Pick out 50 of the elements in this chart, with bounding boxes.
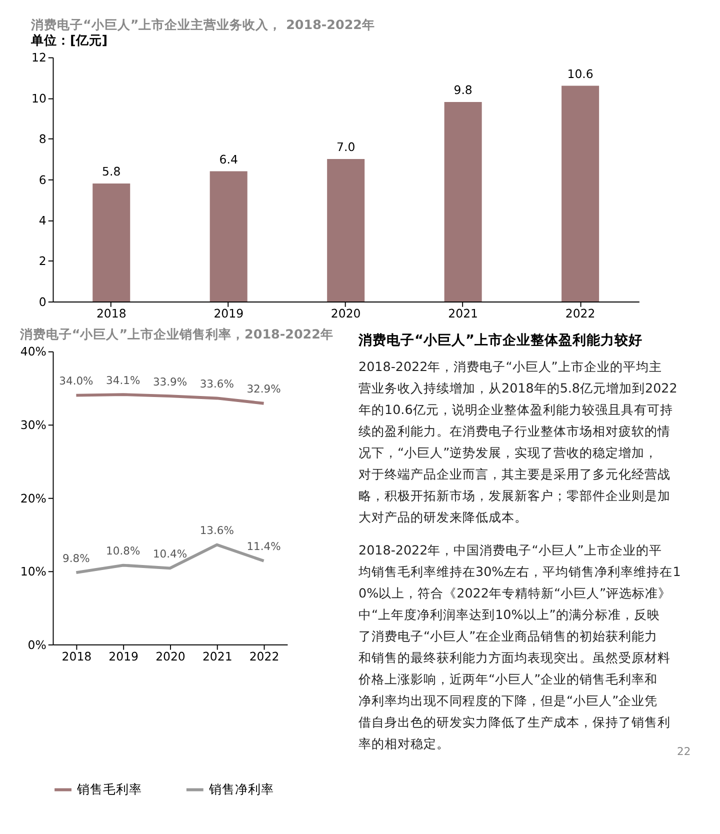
- y-tick-label: 40%: [20, 344, 46, 359]
- y-tick-label: 6: [38, 172, 46, 187]
- text: 2018-2022年，消费电子“小巨人”上市企业的平均主营业务收入持续增加，从2018年的5.8亿元增加到2022年的10.6亿元，说明企业整体盈利能力较强且具有可持续的盈利能力。在消费电子行业整体市场相对疲软的情况下，“小巨人”逆势发展，实现了营收的稳定增加，对于终端产品企业而言，其主要是采用了多元化经营战略，积极开拓新市场，发展新客户；零部件企业则是加大对产品的研发来降低成本。: [358, 358, 678, 524]
- data-label: 33.6%: [200, 377, 234, 390]
- data-label: 33.9%: [152, 375, 188, 388]
- bar: [327, 159, 365, 302]
- y-tick-label: 0%: [28, 638, 46, 652]
- x-tick-label: 2021: [202, 650, 232, 664]
- chart-subtitle: 单位：[亿元]: [30, 32, 108, 48]
- x-tick-label: 2020: [156, 650, 186, 664]
- data-label: 11.4%: [246, 540, 281, 554]
- y-tick-label: 10%: [20, 564, 46, 579]
- data-label: 10.4%: [152, 547, 188, 560]
- x-tick-label: 2021: [448, 306, 478, 321]
- data-label: 7.0: [336, 140, 356, 154]
- legend-label: 销售净利率: [208, 782, 274, 797]
- data-label: 32.9%: [246, 382, 281, 396]
- x-tick-label: 2019: [214, 306, 244, 321]
- y-tick-label: 4: [38, 214, 46, 228]
- x-tick-label: 2018: [62, 650, 92, 664]
- x-tick-label: 2022: [565, 306, 596, 321]
- x-tick-label: 2019: [108, 650, 138, 664]
- y-tick-label: 12: [31, 50, 46, 65]
- chart-title: 消费电子“小巨人”上市企业销售利率，2018-2022年: [18, 326, 334, 342]
- data-label: 9.8%: [62, 552, 90, 565]
- data-label: 5.8: [102, 164, 121, 179]
- y-tick-label: 8: [38, 132, 46, 146]
- x-tick-label: 2020: [330, 306, 361, 321]
- bar: [92, 183, 130, 302]
- data-label: 34.1%: [106, 374, 140, 387]
- y-tick-label: 20%: [20, 491, 46, 506]
- y-tick-label: 2: [38, 254, 46, 268]
- legend-label: 销售毛利率: [76, 782, 142, 797]
- y-tick-label: 30%: [20, 418, 46, 432]
- bar: [444, 102, 482, 302]
- text: 消费电子“小巨人”上市企业整体盈利能力较好: [358, 332, 642, 348]
- line-series: [74, 393, 266, 405]
- data-label: 6.4: [219, 152, 238, 166]
- data-label: 13.6%: [200, 524, 234, 538]
- y-tick-label: 10: [31, 91, 46, 106]
- y-tick-label: 0: [38, 294, 46, 309]
- bar: [562, 86, 600, 302]
- bar: [210, 171, 248, 302]
- x-tick-label: 2018: [96, 306, 126, 321]
- data-label: 9.8: [454, 83, 472, 98]
- data-label: 10.6: [567, 66, 594, 81]
- data-label: 34.0%: [59, 374, 94, 388]
- data-label: 10.8%: [106, 544, 140, 558]
- chart-title: 消费电子“小巨人”上市企业主营业务收入， 2018-2022年: [30, 16, 375, 32]
- x-tick-label: 2022: [249, 650, 280, 664]
